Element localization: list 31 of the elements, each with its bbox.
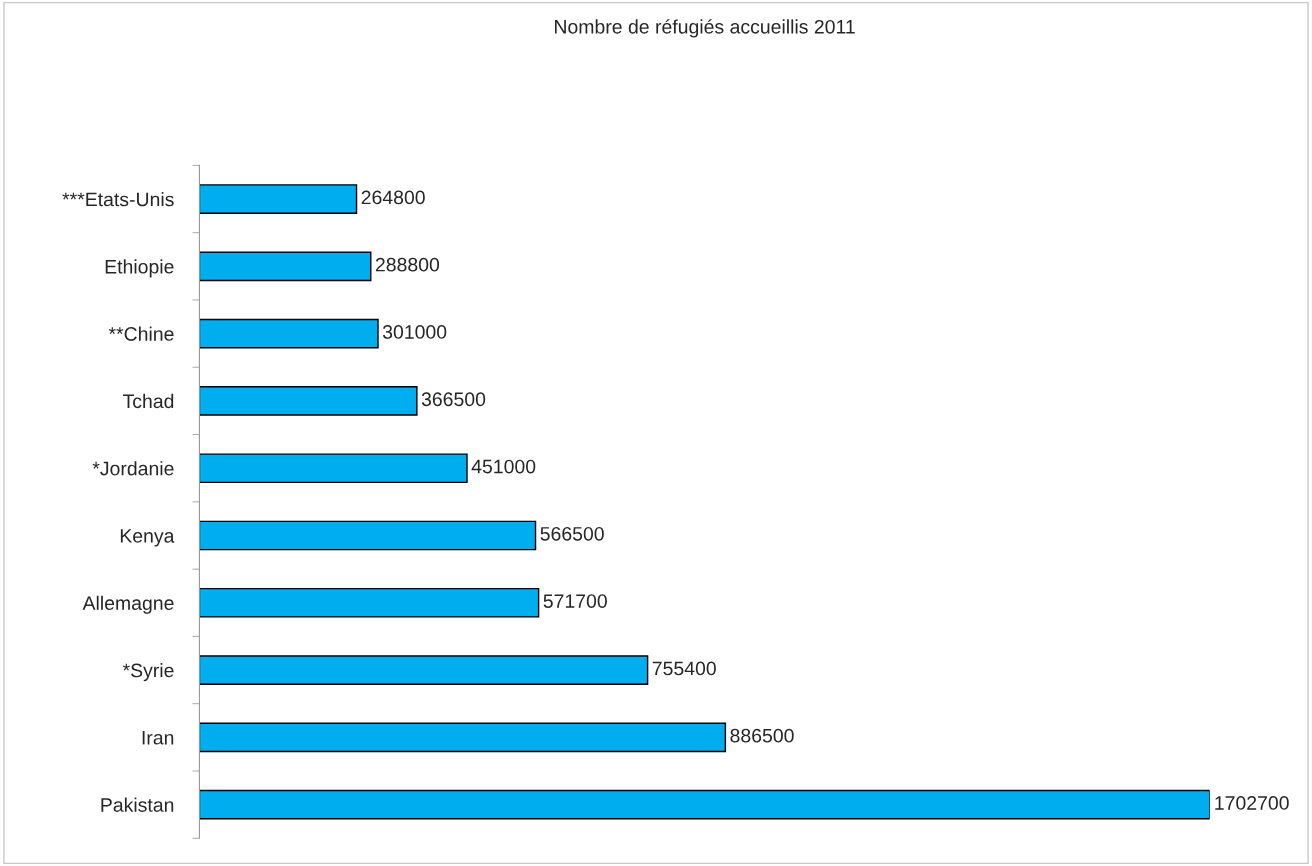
bar bbox=[199, 587, 540, 618]
bar bbox=[199, 722, 727, 753]
bar bbox=[199, 386, 418, 416]
y-tick-label: Pakistan bbox=[101, 797, 174, 812]
data-label: 1702700 bbox=[1215, 796, 1289, 810]
y-tick-label: Kenya bbox=[120, 529, 175, 547]
bar bbox=[199, 453, 468, 484]
bar bbox=[199, 184, 358, 214]
data-label: 886500 bbox=[730, 728, 794, 743]
data-label: 571700 bbox=[543, 594, 607, 608]
data-label: 264800 bbox=[361, 190, 425, 205]
data-label: 451000 bbox=[471, 459, 536, 474]
y-tick-label: *Jordanie bbox=[92, 461, 174, 476]
bar bbox=[199, 318, 379, 349]
y-tick-label: Iran bbox=[142, 731, 174, 745]
data-label: 566500 bbox=[540, 526, 604, 541]
y-tick-label: Allemagne bbox=[82, 595, 174, 614]
y-tick-label: Ethiopie bbox=[105, 259, 174, 278]
bar bbox=[199, 655, 649, 685]
bar bbox=[199, 520, 537, 551]
y-tick-label: Tchad bbox=[122, 393, 174, 409]
data-label: 755400 bbox=[652, 661, 716, 676]
y-tick-label: *Syrie bbox=[122, 663, 174, 682]
data-label: 288800 bbox=[375, 257, 440, 272]
data-label: 366500 bbox=[421, 392, 486, 407]
y-tick-label: ***Etats-Unis bbox=[62, 192, 174, 207]
bar bbox=[199, 789, 1210, 820]
chart-title: Nombre de réfugiés accueillis 2011 bbox=[555, 19, 855, 38]
bar bbox=[199, 251, 372, 282]
data-label: 301000 bbox=[382, 325, 447, 339]
y-tick-label: **Chine bbox=[108, 326, 174, 341]
